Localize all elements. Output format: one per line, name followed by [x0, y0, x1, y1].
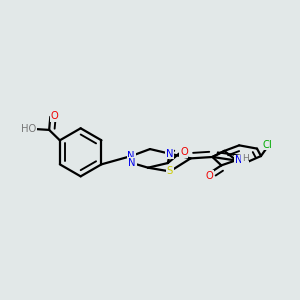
Text: S: S	[167, 167, 173, 176]
Text: O: O	[206, 171, 214, 181]
Text: O: O	[51, 111, 58, 121]
Text: N: N	[166, 149, 174, 159]
Text: HO: HO	[21, 124, 36, 134]
Text: N: N	[128, 158, 136, 168]
Text: N: N	[235, 155, 242, 165]
Text: N: N	[128, 151, 135, 161]
Text: O: O	[180, 147, 188, 157]
Text: H: H	[242, 154, 248, 163]
Text: Cl: Cl	[263, 140, 273, 150]
